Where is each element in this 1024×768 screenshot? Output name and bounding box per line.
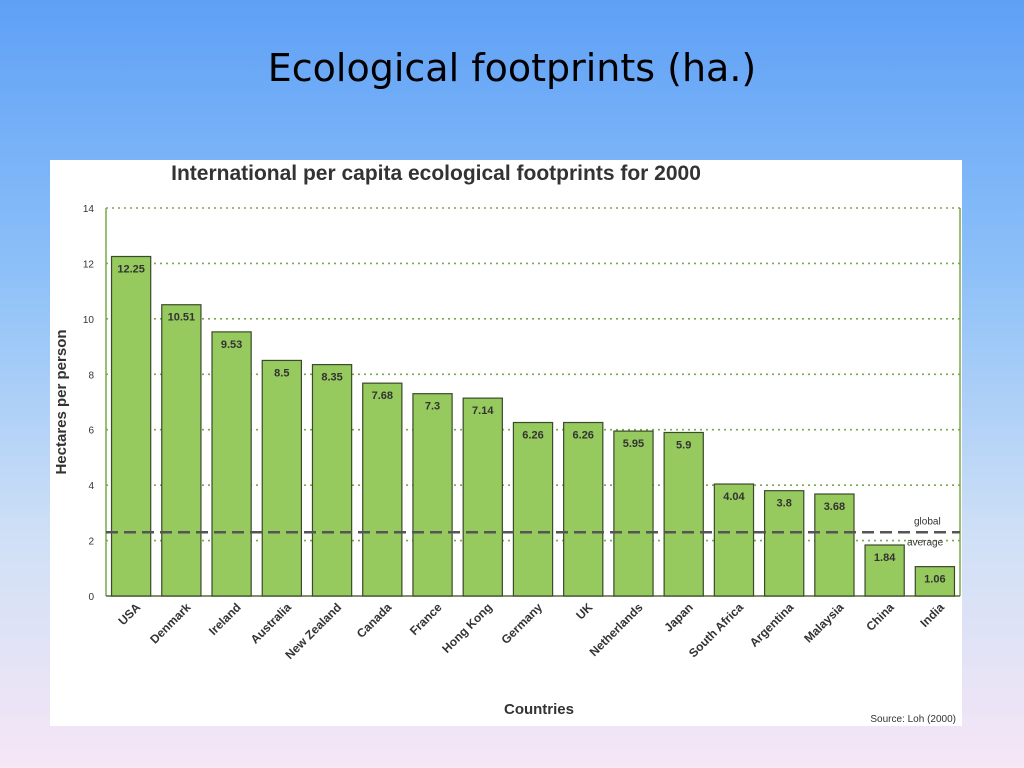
category-label: South Africa — [686, 600, 746, 660]
category-label: Germany — [498, 600, 545, 647]
bar — [412, 393, 453, 597]
data-label: 8.5 — [274, 367, 289, 379]
bar — [512, 421, 554, 597]
category-label: Canada — [354, 600, 395, 641]
data-label: 10.51 — [168, 312, 196, 324]
bar — [763, 490, 805, 597]
bar — [261, 359, 303, 597]
data-label: 7.3 — [425, 401, 440, 413]
y-tick-label: 12 — [83, 259, 95, 270]
y-tick-label: 4 — [88, 481, 94, 492]
data-label: 5.95 — [623, 438, 644, 450]
bar — [211, 331, 252, 597]
bar — [311, 363, 353, 597]
x-axis-title: Countries — [504, 701, 574, 718]
data-label: 12.25 — [117, 264, 145, 276]
y-tick-label: 8 — [88, 370, 94, 381]
data-label: 4.04 — [723, 491, 745, 503]
category-label: India — [917, 600, 947, 630]
category-label: France — [407, 600, 445, 638]
bar-chart: International per capita ecological foot… — [53, 162, 961, 725]
category-label: Denmark — [147, 600, 193, 646]
bar — [362, 382, 403, 597]
data-label: 5.9 — [676, 439, 691, 451]
bar — [663, 431, 704, 597]
data-label: 7.68 — [372, 390, 393, 402]
data-label: 1.84 — [874, 552, 896, 564]
reference-label: global — [914, 516, 941, 527]
category-label: Ireland — [206, 600, 244, 638]
y-tick-label: 6 — [88, 426, 94, 437]
y-tick-label: 2 — [88, 537, 94, 548]
y-tick-label: 14 — [83, 204, 95, 215]
data-label: 9.53 — [221, 339, 242, 351]
bar — [110, 255, 152, 597]
chart-title: International per capita ecological foot… — [171, 162, 701, 185]
data-label: 7.14 — [472, 405, 494, 417]
source-note: Source: Loh (2000) — [870, 714, 956, 725]
data-label: 6.26 — [522, 430, 543, 442]
bar — [462, 397, 503, 597]
bar — [914, 566, 956, 597]
bar — [864, 544, 905, 597]
y-tick-label: 0 — [88, 592, 94, 603]
bar — [713, 483, 755, 597]
chart-panel: International per capita ecological foot… — [50, 160, 962, 726]
bar — [161, 304, 202, 597]
data-label: 1.06 — [924, 574, 945, 586]
category-label: Argentina — [747, 600, 797, 650]
data-label: 6.26 — [573, 430, 594, 442]
category-label: Japan — [661, 600, 695, 634]
slide-title: Ecological footprints (ha.) — [267, 46, 757, 90]
bar — [613, 430, 654, 597]
category-label: Netherlands — [587, 600, 646, 659]
category-label: UK — [573, 600, 595, 622]
category-label: Hong Kong — [439, 600, 495, 656]
category-label: USA — [115, 600, 143, 628]
bar — [814, 493, 855, 597]
data-label: 3.68 — [824, 501, 845, 513]
y-axis-title: Hectares per person — [53, 329, 70, 474]
data-label: 3.8 — [777, 498, 792, 510]
reference-label: average — [907, 537, 944, 548]
category-label: Australia — [248, 600, 294, 646]
category-label: Malaysia — [801, 600, 847, 646]
category-label: China — [863, 600, 897, 634]
y-tick-label: 10 — [83, 315, 95, 326]
data-label: 8.35 — [321, 372, 342, 384]
bar — [563, 421, 604, 597]
